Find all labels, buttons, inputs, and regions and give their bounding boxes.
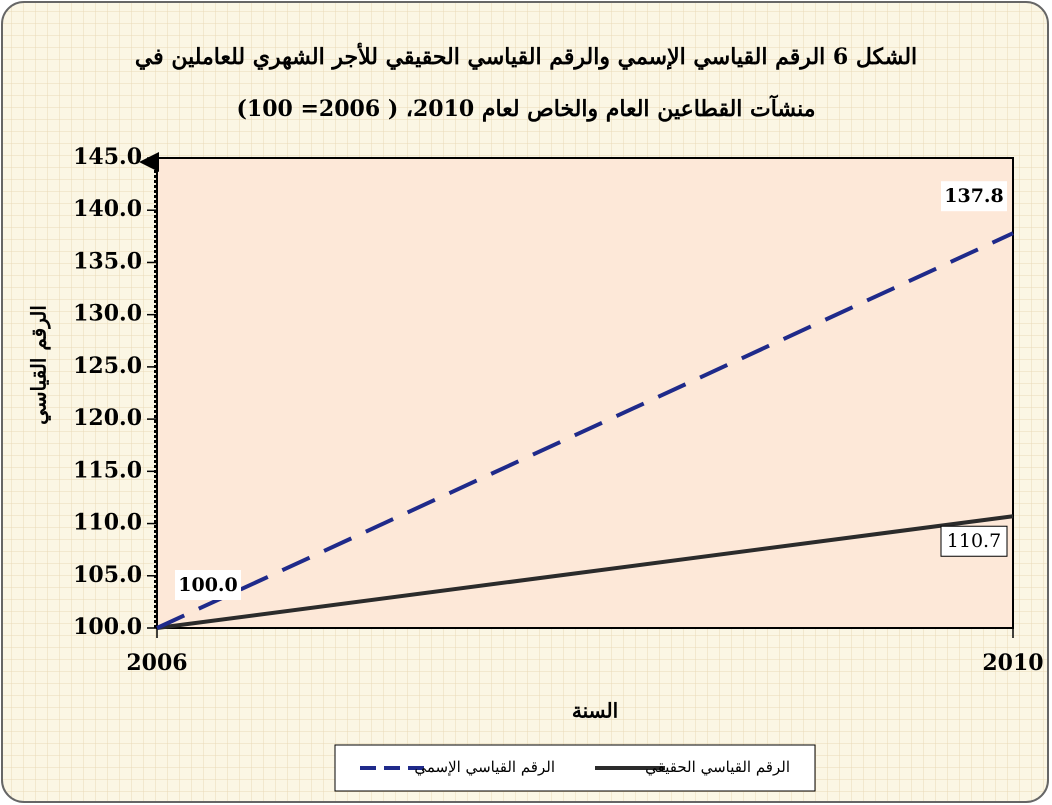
y-tick-label: 120.0 [73,405,142,431]
chart-title: منشآت القطاعين العام والخاص لعام 2010، (… [236,94,815,122]
data-label-box [940,525,1008,557]
x-axis-label: السنة [572,699,618,723]
legend-label: الرقم القياسي الإسمي [414,758,555,776]
y-tick-label: 110.0 [73,510,142,536]
x-tick-label: 2010 [982,650,1043,676]
data-label: 110.7 [947,530,1001,552]
y-axis-label: الرقم القياسي [27,305,52,425]
y-tick-label: 140.0 [73,196,142,222]
plot-area [156,157,1014,629]
data-label-box [941,181,1007,212]
chart-title: الشكل 6 الرقم القياسي الإسمي والرقم القي… [135,42,917,71]
y-tick-label: 100.0 [73,614,142,640]
data-label: 137.8 [944,185,1004,207]
data-label-box [175,570,241,600]
series-line [156,231,1014,630]
legend-label: الرقم القياسي الحقيقي [645,758,790,776]
y-tick-label: 125.0 [73,353,142,379]
y-tick-label: 115.0 [73,457,142,483]
y-tick-label: 105.0 [73,562,142,588]
y-tick-label: 145.0 [73,144,142,170]
y-tick-label: 135.0 [73,248,142,274]
series-line [156,514,1014,630]
data-label: 100.0 [178,574,238,596]
y-tick-label: 130.0 [73,301,142,327]
x-tick-label: 2006 [126,650,187,676]
